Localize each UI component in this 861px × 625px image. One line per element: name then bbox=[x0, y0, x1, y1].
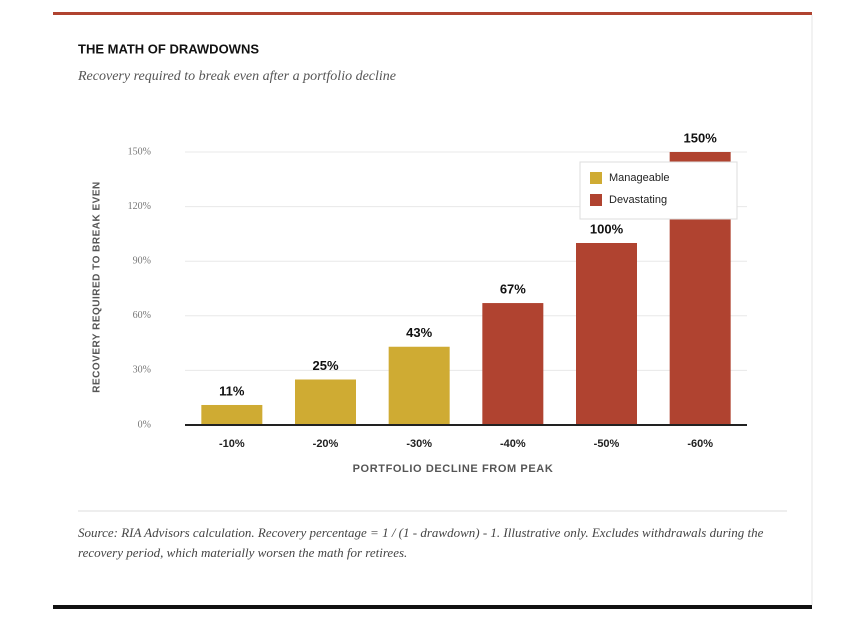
y-tick-label: 120% bbox=[128, 201, 151, 212]
data-label: 25% bbox=[312, 358, 338, 373]
chart-title: THE MATH OF DRAWDOWNS bbox=[78, 41, 259, 56]
legend-swatch bbox=[590, 194, 602, 206]
bar bbox=[201, 404, 263, 425]
x-axis-title: PORTFOLIO DECLINE FROM PEAK bbox=[353, 463, 554, 475]
bar bbox=[576, 243, 637, 425]
bar bbox=[388, 346, 450, 425]
data-label: 67% bbox=[500, 281, 526, 296]
data-label: 43% bbox=[406, 325, 432, 340]
x-tick-label: -10% bbox=[219, 438, 245, 450]
y-tick-label: 30% bbox=[133, 365, 151, 376]
x-tick-label: -30% bbox=[406, 438, 432, 450]
bar bbox=[482, 303, 544, 425]
x-tick-label: -60% bbox=[687, 438, 713, 450]
legend-box bbox=[579, 161, 738, 220]
source-note: Source: RIA Advisors calculation. Recove… bbox=[78, 525, 764, 560]
top-rule bbox=[53, 12, 812, 15]
y-tick-label: 90% bbox=[133, 255, 151, 266]
chart-subtitle: Recovery required to break even after a … bbox=[77, 69, 396, 84]
bar bbox=[295, 379, 356, 425]
data-label: 11% bbox=[219, 383, 245, 398]
legend-swatch bbox=[590, 172, 602, 184]
data-label: 100% bbox=[590, 221, 624, 236]
y-tick-label: 150% bbox=[128, 146, 151, 157]
x-tick-label: -20% bbox=[313, 438, 339, 450]
y-tick-label: 0% bbox=[138, 419, 151, 430]
y-axis-title: RECOVERY REQUIRED TO BREAK EVEN bbox=[92, 181, 103, 392]
data-label: 150% bbox=[684, 130, 718, 145]
x-tick-label: -40% bbox=[500, 438, 526, 450]
x-tick-label: -50% bbox=[594, 438, 620, 450]
legend-label: Devastating bbox=[609, 194, 667, 206]
y-tick-label: 60% bbox=[133, 310, 151, 321]
bottom-rule bbox=[53, 605, 812, 609]
legend-label: Manageable bbox=[609, 172, 670, 184]
